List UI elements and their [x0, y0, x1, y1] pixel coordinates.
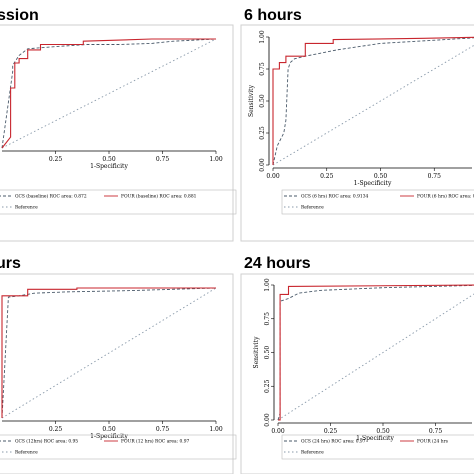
y-tick-label: 1.00 — [264, 278, 271, 292]
roc-curve-four — [1, 287, 216, 418]
x-tick-label: 0.25 — [320, 173, 334, 180]
roc-curve-four — [272, 36, 474, 165]
legend-label: GCS (baseline) ROC area: 0.872 — [15, 195, 87, 200]
roc-curve-reference — [1, 38, 217, 149]
roc-curve-four — [1, 38, 216, 149]
legend-label: Reference — [301, 206, 324, 211]
x-axis-label: 1-Specificity — [356, 435, 394, 442]
legend-label: FOUR (24 hrs — [417, 440, 449, 445]
x-axis-label: 1-Specificity — [90, 433, 128, 440]
legend-box — [281, 434, 474, 460]
legend-label: Reference — [301, 451, 324, 456]
x-tick-label: 0.75 — [429, 428, 443, 435]
y-tick-label: 0.25 — [259, 126, 266, 140]
roc-plot-2: 0.25 0.50 0.75 1.00 1-Specificity GCS (12hrs)… — [0, 287, 237, 460]
x-tick-label: 0.25 — [324, 428, 338, 435]
x-tick-label: 0.50 — [102, 156, 116, 163]
y-tick-label: 0.50 — [259, 94, 266, 108]
roc-curve-gcs — [1, 287, 217, 419]
x-tick-label: 0.75 — [156, 156, 170, 163]
y-tick-label: 0.25 — [264, 379, 271, 393]
legend-label: Reference — [15, 451, 38, 456]
roc-curve-reference — [277, 293, 474, 421]
legend-label: Reference — [15, 206, 38, 211]
y-tick-label: 0.75 — [259, 62, 266, 76]
panel-frame-0 — [0, 24, 234, 242]
roc-curve-gcs — [272, 37, 474, 166]
y-tick-label: 0.75 — [264, 312, 271, 326]
y-axis-label: Sensitivity — [248, 84, 255, 117]
y-tick-label: 1.00 — [259, 30, 266, 44]
roc-plot-3: 0.000.250.500.751.000.000.250.500.751.00… — [253, 278, 474, 460]
legend-box — [0, 189, 237, 215]
x-tick-label: 0.50 — [102, 426, 116, 433]
legend-label: GCS (24 hrs) ROC area: 0.97 — [301, 440, 366, 445]
x-tick-label: 0.25 — [49, 156, 63, 163]
legend-label: FOUR (6 hrs) ROC area: 0. — [417, 195, 474, 200]
x-tick-label: 0.00 — [271, 428, 285, 435]
x-tick-label: 0.50 — [376, 428, 390, 435]
roc-curve-reference — [1, 287, 217, 419]
x-tick-label: 1.00 — [209, 426, 223, 433]
panel-frame-1 — [240, 24, 474, 242]
roc-curve-four — [278, 284, 474, 421]
x-tick-label: 0.50 — [374, 173, 388, 180]
x-tick-label: 1.00 — [209, 156, 223, 163]
y-axis-label: Sensitivity — [253, 336, 260, 369]
panel-title-0: ssion — [0, 7, 39, 24]
roc-plot-1: 0.00 0.25 0.50 0.75 0.00 0.25 0.50 0.75 1.00 1-Sp… — [248, 30, 474, 215]
x-tick-label: 0.75 — [156, 426, 170, 433]
roc-plot-0: 0.25 0.50 0.75 1.00 1-Specificity GCS (baseli… — [0, 38, 237, 215]
y-tick-label: 0.00 — [259, 158, 266, 172]
roc-curve-reference — [272, 44, 474, 166]
panel-title-3: 24 hours — [244, 255, 311, 272]
legend-box — [0, 434, 237, 460]
legend-label: GCS (6 hrs) ROC area: 0.9134 — [301, 195, 368, 200]
x-axis-label: 1-Specificity — [354, 180, 392, 187]
roc-curve-gcs — [1, 38, 217, 149]
legend-label: GCS (12hrs) ROC area: 0.95 — [15, 440, 78, 445]
panel-title-2: urs — [0, 255, 21, 272]
panel-title-1: 6 hours — [244, 7, 302, 24]
y-tick-label: 0.50 — [264, 346, 271, 360]
x-tick-label: 0.00 — [266, 173, 280, 180]
legend-box — [281, 189, 474, 215]
x-axis-label: 1-Specificity — [90, 163, 128, 170]
y-tick-label: 0.00 — [264, 413, 271, 427]
legend-label: FOUR (baseline) ROC area: 0.881 — [121, 195, 197, 200]
legend-label: FOUR (12 hrs) ROC area: 0.97 — [121, 440, 189, 445]
x-tick-label: 0.75 — [428, 173, 442, 180]
x-tick-label: 0.25 — [49, 426, 63, 433]
